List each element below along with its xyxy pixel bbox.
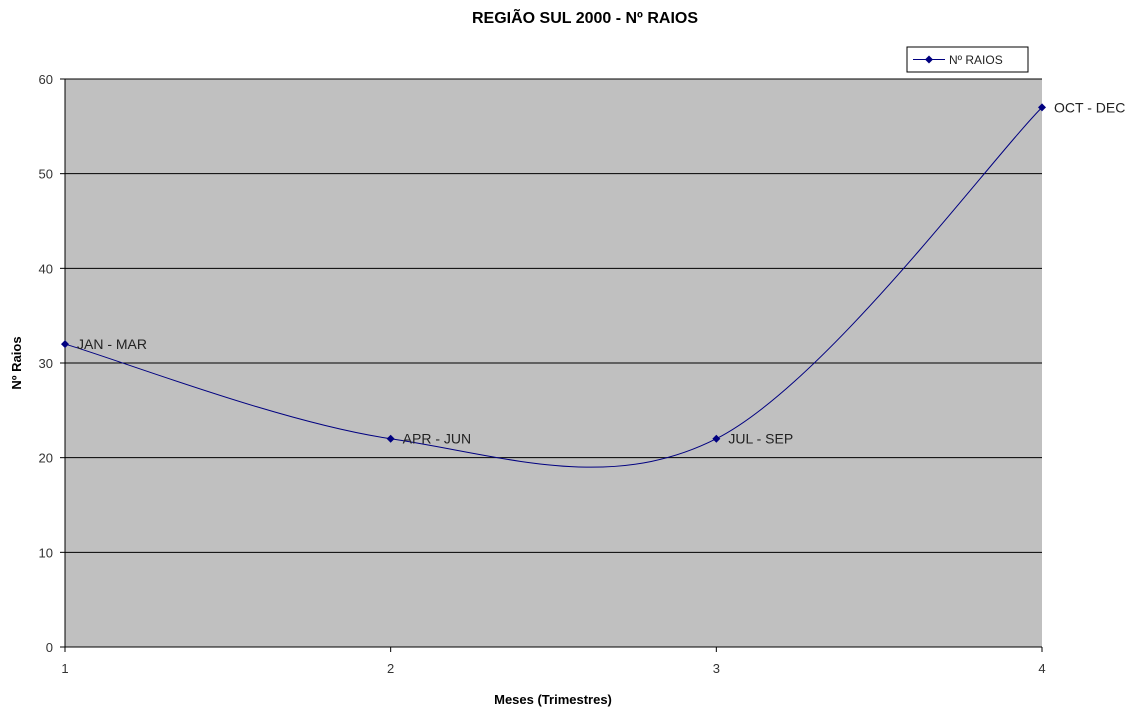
legend: Nº RAIOS [906,46,1029,73]
x-tick-label: 3 [713,661,720,676]
data-label: APR - JUN [403,431,471,447]
y-axis-title: Nº Raios [9,336,24,389]
y-tick-label: 20 [39,451,53,466]
y-tick-label: 0 [46,640,53,655]
y-tick-label: 30 [39,356,53,371]
x-axis-ticks: 1 2 3 4 [61,647,1046,676]
x-axis-title: Meses (Trimestres) [494,692,612,707]
grid-lines [65,78,1042,553]
data-point-marker [61,340,69,349]
series-group: JAN - MAR APR - JUN JUL - SEP OCT - DEC [61,99,1125,468]
data-point-marker [712,434,721,443]
data-point-marker [386,434,395,443]
y-axis-ticks: 0 10 20 30 40 50 60 [39,72,65,655]
data-label: JUL - SEP [728,431,793,447]
chart-title: REGIÃO SUL 2000 - Nº RAIOS [472,7,698,27]
x-tick-label: 2 [387,661,394,676]
legend-label: Nº RAIOS [949,53,1003,67]
data-point-marker [1038,103,1046,112]
y-tick-label: 10 [39,545,53,560]
legend-marker [925,55,933,64]
y-tick-label: 50 [39,167,53,182]
data-label: JAN - MAR [77,336,147,352]
x-tick-label: 1 [61,661,68,676]
series-line [64,107,1043,468]
y-tick-label: 40 [39,261,53,276]
x-tick-label: 4 [1038,661,1045,676]
y-tick-label: 60 [39,72,53,87]
data-label: OCT - DEC [1054,99,1125,115]
